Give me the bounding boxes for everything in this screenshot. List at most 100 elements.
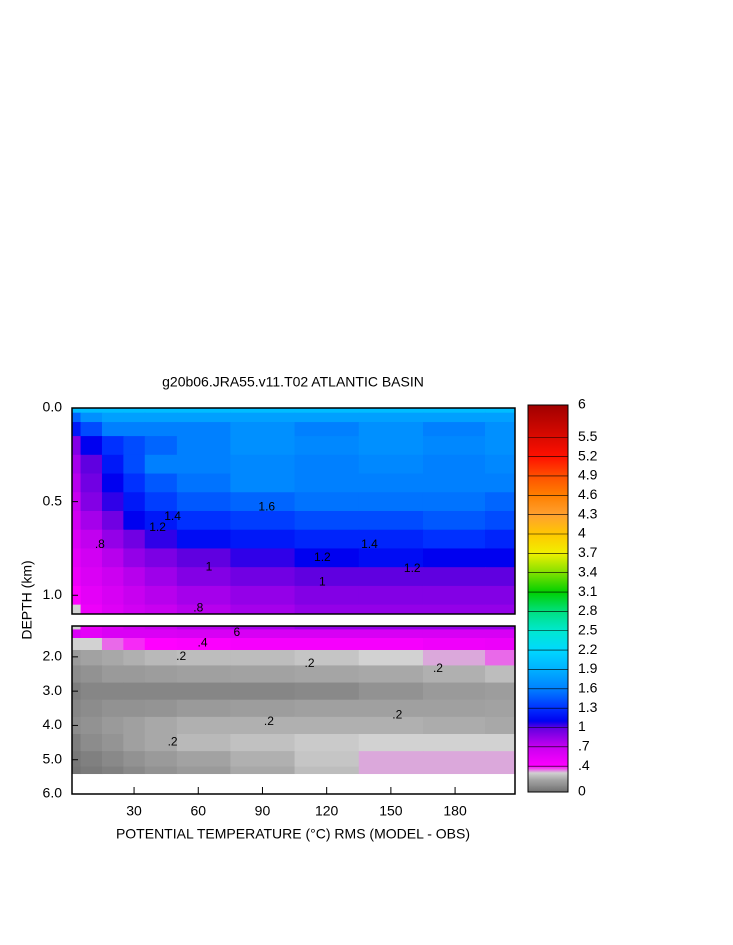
field-cell	[176, 585, 231, 606]
field-cell	[80, 408, 103, 414]
field-cell	[80, 454, 103, 475]
field-cell	[230, 638, 296, 651]
field-cell	[72, 529, 82, 550]
field-cell	[294, 408, 360, 414]
field-cell	[72, 638, 82, 651]
field-cell	[101, 529, 124, 550]
colorbar-segment	[528, 746, 568, 767]
field-cell	[72, 422, 82, 437]
field-cell	[123, 511, 146, 531]
field-cell	[176, 529, 231, 550]
field-cell	[485, 585, 515, 606]
field-cell	[72, 473, 82, 493]
colorbar-tick-label: .7	[578, 738, 590, 754]
field-cell	[72, 511, 82, 531]
field-cell	[294, 751, 360, 768]
field-cell	[294, 716, 360, 735]
colorbar-tick-label: 5.2	[578, 447, 598, 463]
field-cell	[123, 567, 146, 587]
field-cell	[144, 422, 178, 437]
field-cell	[422, 699, 486, 718]
colorbar-tick-label: 3.1	[578, 583, 598, 599]
field-cell	[485, 734, 515, 752]
field-cell	[80, 626, 103, 631]
field-cell	[101, 548, 124, 568]
field-cell	[485, 682, 515, 701]
contour-label: .2	[305, 656, 315, 670]
colorbar-segment	[528, 708, 568, 722]
field-cell	[80, 699, 103, 718]
y-axis-label: DEPTH (km)	[19, 560, 35, 639]
field-cell	[144, 529, 178, 550]
field-cell	[230, 436, 296, 456]
field-cell	[485, 650, 515, 667]
contour-label: .8	[193, 601, 203, 615]
field-cell	[422, 629, 486, 639]
field-cell	[422, 454, 486, 475]
field-cell	[101, 473, 124, 493]
y-tick-label: 2.0	[43, 648, 63, 664]
colorbar-segment	[528, 611, 568, 632]
field-cell	[101, 422, 124, 437]
field-cell	[358, 454, 424, 475]
field-cell	[72, 766, 82, 775]
field-cell	[176, 604, 231, 614]
colorbar-tick-label: 3.4	[578, 563, 598, 579]
colorbar-tick-label: .4	[578, 757, 590, 773]
colorbar-segment	[528, 514, 568, 535]
field-cell	[123, 422, 146, 437]
field-cell	[294, 734, 360, 752]
field-cell	[422, 529, 486, 550]
field-cell	[123, 412, 146, 423]
field-cell	[358, 408, 424, 414]
y-tick-label: 0.5	[43, 492, 63, 508]
field-cell	[294, 626, 360, 631]
field-cell	[358, 412, 424, 423]
field-cell	[230, 604, 296, 614]
field-cell	[358, 629, 424, 639]
field-cell	[485, 422, 515, 437]
x-tick-label: 60	[190, 803, 206, 819]
field-cell	[80, 716, 103, 735]
colorbar-tick-label: 3.7	[578, 544, 598, 560]
x-tick-label: 150	[379, 803, 403, 819]
colorbar-tick-label: 2.8	[578, 602, 598, 618]
field-cell	[123, 454, 146, 475]
field-cell	[422, 567, 486, 587]
field-cell	[123, 529, 146, 550]
field-cell	[144, 585, 178, 606]
field-cell	[72, 734, 82, 752]
field-cell	[123, 638, 146, 651]
field-cell	[80, 422, 103, 437]
field-cell	[80, 567, 103, 587]
field-cell	[101, 650, 124, 667]
field-cell	[485, 567, 515, 587]
field-cell	[144, 665, 178, 684]
contour-label: .2	[176, 649, 186, 663]
field-cell	[294, 585, 360, 606]
field-cell	[101, 699, 124, 718]
field-cell	[422, 604, 486, 614]
x-tick-label: 30	[126, 803, 142, 819]
colorbar-segment	[528, 772, 568, 780]
field-cell	[144, 699, 178, 718]
field-cell	[176, 454, 231, 475]
field-cell	[230, 650, 296, 667]
colorbar-tick-label: 1.6	[578, 680, 598, 696]
field-cell	[176, 473, 231, 493]
field-cell	[144, 626, 178, 631]
field-cell	[294, 492, 360, 512]
field-cell	[101, 604, 124, 614]
contour-label: 1.4	[361, 537, 378, 551]
field-cell	[144, 650, 178, 667]
field-cell	[80, 665, 103, 684]
colorbar-segment	[528, 475, 568, 496]
field-cell	[80, 604, 103, 614]
field-cell	[176, 548, 231, 568]
field-cell	[80, 638, 103, 651]
field-cell	[230, 629, 296, 639]
field-cell	[144, 408, 178, 414]
contour-label: .2	[264, 714, 274, 728]
field-cell	[101, 682, 124, 701]
field-cell	[72, 412, 82, 423]
